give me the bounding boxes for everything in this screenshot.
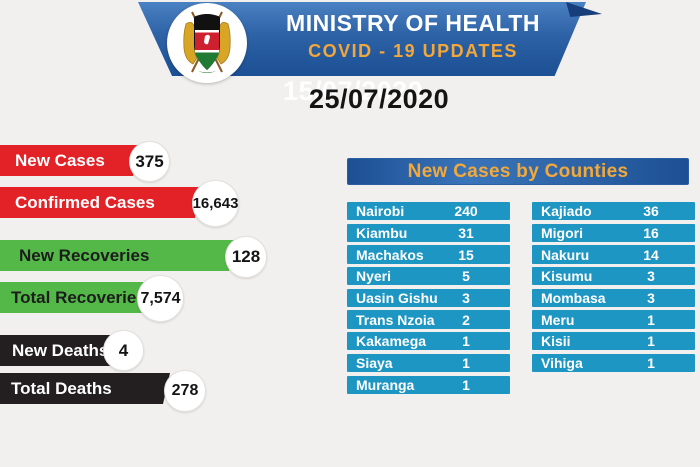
county-row-mombasa: Mombasa 3 <box>532 288 695 308</box>
county-row-kisii: Kisii 1 <box>532 332 695 351</box>
stat-value-bubble-new-cases: 375 <box>129 141 170 182</box>
county-value: 36 <box>643 203 659 220</box>
county-name: Muranga <box>356 376 415 393</box>
county-name: Kisumu <box>541 268 593 285</box>
county-row-kisumu: Kisumu 3 <box>532 267 695 286</box>
county-value: 1 <box>462 333 470 350</box>
county-value: 3 <box>647 289 655 306</box>
county-name: Nakuru <box>541 246 590 263</box>
stat-value-bubble-confirmed-cases: 16,643 <box>192 180 239 227</box>
county-name: Meru <box>541 311 575 328</box>
stat-bar-total-deaths: Total Deaths <box>0 373 170 404</box>
stat-bar-new-recoveries: New Recoveries <box>0 240 236 271</box>
county-row-nyeri: Nyeri 5 <box>347 267 510 286</box>
county-row-kajiado: Kajiado 36 <box>532 202 695 221</box>
county-value: 2 <box>462 311 470 328</box>
stat-bar-confirmed-cases: Confirmed Cases <box>0 187 202 218</box>
county-name: Nyeri <box>356 268 392 285</box>
counties-column-right: Kajiado 36 Migori 16 Nakuru 14 Kisumu 3 Momb… <box>532 202 695 373</box>
stat-value-bubble-total-deaths: 278 <box>164 370 206 412</box>
county-row-trans-nzoia: Trans Nzoia 2 <box>347 310 510 329</box>
stat-label: New Deaths <box>12 340 109 360</box>
coat-of-arms-graphic <box>183 11 231 73</box>
stat-value: 7,574 <box>140 289 181 307</box>
county-name: Uasin Gishu <box>356 289 438 306</box>
county-value: 240 <box>454 203 478 220</box>
county-name: Migori <box>541 224 583 241</box>
county-value: 3 <box>462 289 470 306</box>
stat-value: 128 <box>231 247 261 266</box>
stat-label: New Cases <box>15 150 105 170</box>
page-subtitle: COVID - 19 UPDATES <box>308 41 518 61</box>
county-value: 1 <box>647 354 655 371</box>
county-name: Machakos <box>356 246 424 263</box>
county-name: Trans Nzoia <box>356 311 435 328</box>
date-watermark: 15/07/2020 <box>283 76 424 106</box>
kenya-coat-of-arms-icon <box>167 3 247 83</box>
stat-value: 16,643 <box>192 195 239 212</box>
county-name: Kakamega <box>356 333 427 350</box>
stat-value-bubble-total-recoveries: 7,574 <box>137 275 184 322</box>
county-row-muranga: Muranga 1 <box>347 375 510 394</box>
stat-value: 375 <box>135 151 164 171</box>
county-value: 14 <box>643 246 659 263</box>
county-value: 31 <box>458 224 474 241</box>
county-name: Mombasa <box>541 289 606 306</box>
counties-panel-title: New Cases by Counties <box>347 158 689 185</box>
page-title: MINISTRY OF HEALTH <box>286 10 540 36</box>
county-value: 1 <box>647 333 655 350</box>
county-value: 3 <box>647 268 655 285</box>
county-value: 1 <box>647 311 655 328</box>
county-row-meru: Meru 1 <box>532 310 695 329</box>
stat-value-bubble-new-deaths: 4 <box>103 330 144 371</box>
county-row-kakamega: Kakamega 1 <box>347 332 510 351</box>
county-name: Kajiado <box>541 203 592 220</box>
stat-bar-new-deaths: New Deaths <box>0 335 118 366</box>
county-row-vihiga: Vihiga 1 <box>532 353 695 373</box>
stat-value: 4 <box>118 340 129 360</box>
county-value: 16 <box>643 224 659 241</box>
county-value: 15 <box>458 246 474 263</box>
county-row-kiambu: Kiambu 31 <box>347 223 510 242</box>
stat-bar-new-cases: New Cases <box>0 145 140 176</box>
county-value: 5 <box>462 268 470 285</box>
county-row-nakuru: Nakuru 14 <box>532 245 695 264</box>
stat-label: New Recoveries <box>19 245 150 265</box>
stat-value: 278 <box>171 382 199 399</box>
report-date: 25/07/2020 <box>309 84 450 114</box>
county-name: Nairobi <box>356 203 405 220</box>
county-value: 1 <box>462 376 470 393</box>
stat-label: Total Deaths <box>11 378 112 398</box>
county-row-siaya: Siaya 1 <box>347 353 510 373</box>
county-name: Siaya <box>356 354 393 371</box>
stat-label: Total Recoveries <box>11 287 146 307</box>
county-row-uasin-gishu: Uasin Gishu 3 <box>347 288 510 308</box>
county-name: Kisii <box>541 333 571 350</box>
counties-column-left: Nairobi 240 Kiambu 31 Machakos 15 Nyeri 5 Ua… <box>347 202 510 394</box>
county-row-migori: Migori 16 <box>532 223 695 242</box>
stat-bar-total-recoveries: Total Recoveries <box>0 282 160 313</box>
county-name: Kiambu <box>356 224 408 241</box>
county-value: 1 <box>462 354 470 371</box>
county-row-nairobi: Nairobi 240 <box>347 202 510 221</box>
county-row-machakos: Machakos 15 <box>347 245 510 264</box>
stat-label: Confirmed Cases <box>15 192 155 212</box>
county-name: Vihiga <box>541 354 583 371</box>
stat-value-bubble-new-recoveries: 128 <box>225 236 267 278</box>
